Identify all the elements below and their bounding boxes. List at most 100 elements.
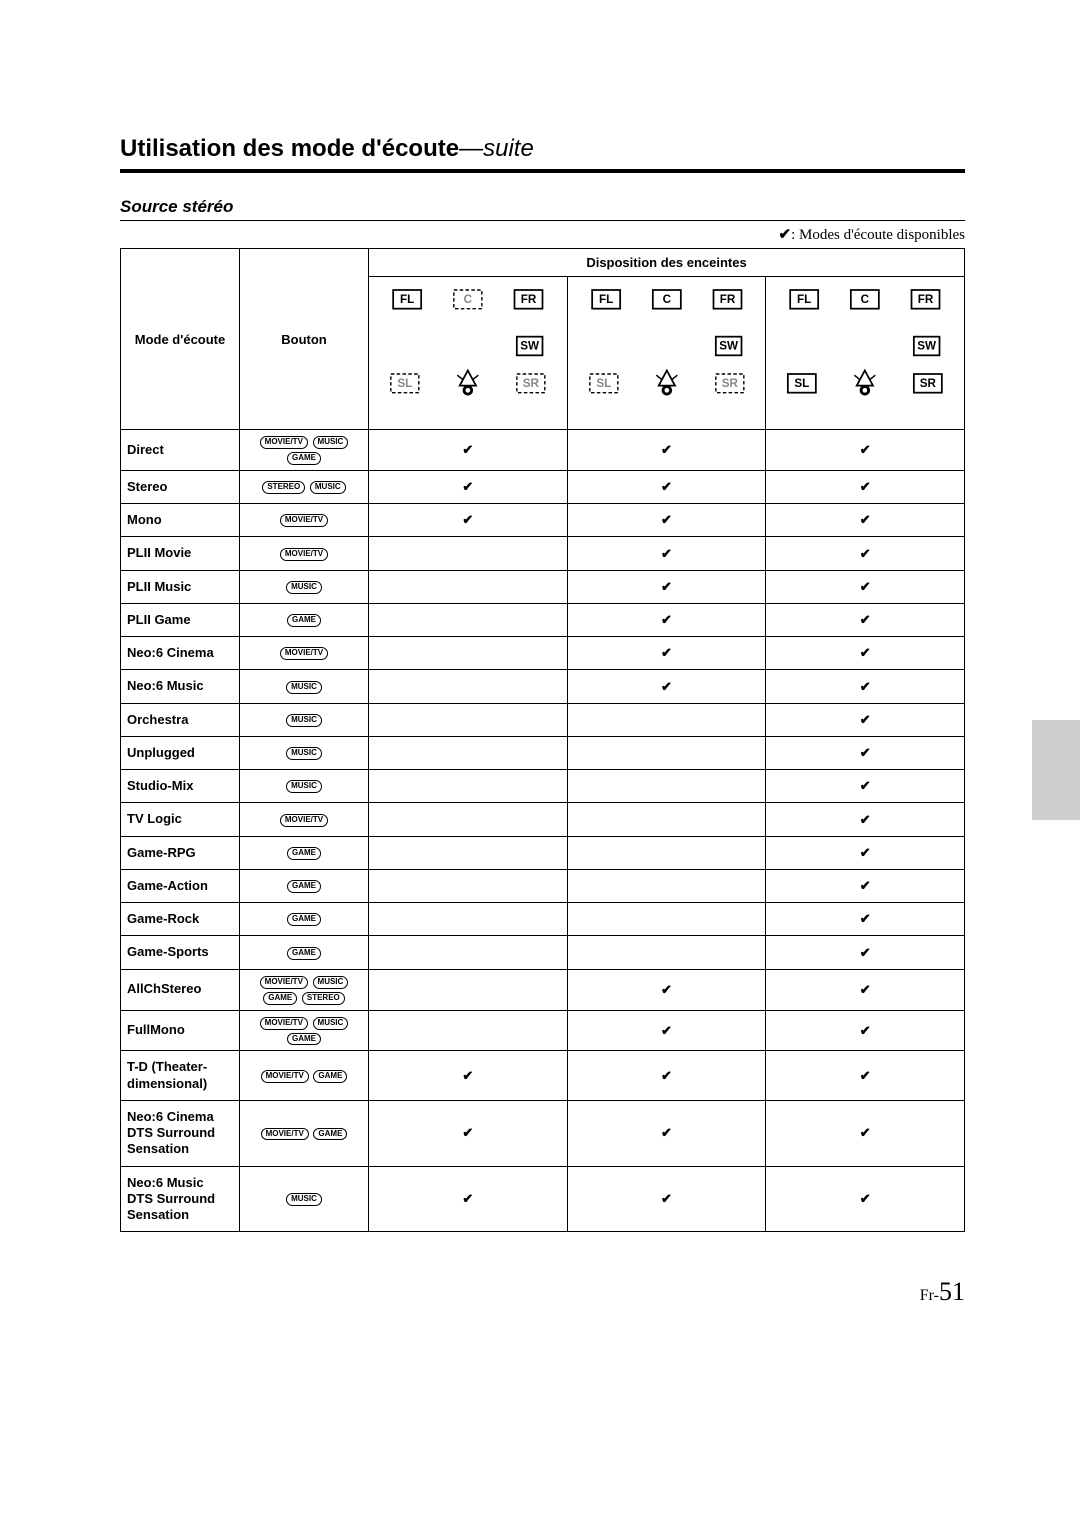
mode-button-pill: STEREO xyxy=(302,992,345,1005)
check-cell: ✔ xyxy=(369,1166,568,1232)
mode-button-pill: MUSIC xyxy=(286,681,322,694)
check-cell: ✔ xyxy=(766,1100,965,1166)
subheading: Source stéréo xyxy=(120,197,965,221)
mode-button-pill: GAME xyxy=(287,614,321,627)
mode-button-pill: MOVIE/TV xyxy=(260,436,308,449)
check-cell xyxy=(567,770,766,803)
mode-button-pill: MOVIE/TV xyxy=(261,1070,309,1083)
button-cell: MUSIC xyxy=(240,736,369,769)
check-cell: ✔ xyxy=(567,1010,766,1051)
table-row: TV LogicMOVIE/TV✔ xyxy=(121,803,965,836)
header-disposition: Disposition des enceintes xyxy=(369,249,965,277)
check-cell xyxy=(369,637,568,670)
mode-button-pill: GAME xyxy=(263,992,297,1005)
header-button: Bouton xyxy=(240,249,369,430)
mode-button-pill: GAME xyxy=(287,947,321,960)
svg-text:SR: SR xyxy=(523,377,540,390)
table-row: PLII GameGAME✔✔ xyxy=(121,603,965,636)
table-row: PLII MusicMUSIC✔✔ xyxy=(121,570,965,603)
mode-button-pill: MUSIC xyxy=(286,780,322,793)
check-cell: ✔ xyxy=(369,1100,568,1166)
mode-name-cell: Orchestra xyxy=(121,703,240,736)
mode-name-cell: Mono xyxy=(121,504,240,537)
mode-button-pill: GAME xyxy=(313,1128,347,1141)
check-cell: ✔ xyxy=(369,1051,568,1101)
mode-name-cell: Neo:6 Music DTS Surround Sensation xyxy=(121,1166,240,1232)
check-cell xyxy=(567,903,766,936)
check-cell: ✔ xyxy=(766,603,965,636)
heading-suffix: —suite xyxy=(459,135,534,162)
check-cell xyxy=(567,869,766,902)
check-cell: ✔ xyxy=(766,736,965,769)
svg-text:SW: SW xyxy=(918,340,937,353)
mode-name-cell: PLII Music xyxy=(121,570,240,603)
mode-name-cell: Stereo xyxy=(121,470,240,503)
button-cell: MUSIC xyxy=(240,770,369,803)
check-cell: ✔ xyxy=(369,504,568,537)
check-cell: ✔ xyxy=(567,1100,766,1166)
button-cell: GAME xyxy=(240,869,369,902)
check-cell: ✔ xyxy=(766,969,965,1010)
table-row: UnpluggedMUSIC✔ xyxy=(121,736,965,769)
check-cell: ✔ xyxy=(766,637,965,670)
check-cell xyxy=(369,869,568,902)
check-cell xyxy=(369,670,568,703)
check-cell xyxy=(567,703,766,736)
button-cell: MOVIE/TV MUSIC GAME STEREO xyxy=(240,969,369,1010)
check-cell: ✔ xyxy=(567,637,766,670)
mode-name-cell: Game-Rock xyxy=(121,903,240,936)
mode-button-pill: GAME xyxy=(287,452,321,465)
table-row: Game-RockGAME✔ xyxy=(121,903,965,936)
button-cell: MOVIE/TV xyxy=(240,803,369,836)
mode-name-cell: Neo:6 Cinema DTS Surround Sensation xyxy=(121,1100,240,1166)
mode-button-pill: MOVIE/TV xyxy=(260,976,308,989)
table-row: T-D (Theater-dimensional)MOVIE/TV GAME✔✔… xyxy=(121,1051,965,1101)
check-cell: ✔ xyxy=(766,703,965,736)
check-cell xyxy=(369,1010,568,1051)
svg-text:SL: SL xyxy=(795,377,810,390)
table-row: Game-ActionGAME✔ xyxy=(121,869,965,902)
check-cell: ✔ xyxy=(369,470,568,503)
check-cell: ✔ xyxy=(369,430,568,471)
svg-text:FR: FR xyxy=(918,293,934,306)
table-row: Neo:6 CinemaMOVIE/TV ✔✔ xyxy=(121,637,965,670)
mode-button-pill: GAME xyxy=(287,913,321,926)
button-cell: MOVIE/TV xyxy=(240,637,369,670)
check-cell: ✔ xyxy=(567,430,766,471)
button-cell: GAME xyxy=(240,936,369,969)
check-cell: ✔ xyxy=(766,504,965,537)
check-cell xyxy=(567,736,766,769)
check-cell xyxy=(369,570,568,603)
mode-name-cell: Game-Sports xyxy=(121,936,240,969)
mode-button-pill: MUSIC xyxy=(310,481,346,494)
svg-text:C: C xyxy=(861,293,870,306)
speaker-layout-icon: FL C FR SW SL SR xyxy=(572,283,762,423)
check-cell: ✔ xyxy=(567,570,766,603)
svg-text:SW: SW xyxy=(520,340,539,353)
legend-check-icon: ✔ xyxy=(778,227,791,243)
svg-text:SR: SR xyxy=(721,377,738,390)
svg-text:C: C xyxy=(662,293,671,306)
check-cell: ✔ xyxy=(567,670,766,703)
button-cell: MUSIC xyxy=(240,570,369,603)
check-cell: ✔ xyxy=(567,470,766,503)
mode-button-pill: GAME xyxy=(287,1033,321,1046)
check-cell: ✔ xyxy=(766,470,965,503)
table-row: Game-RPGGAME✔ xyxy=(121,836,965,869)
button-cell: GAME xyxy=(240,836,369,869)
check-cell: ✔ xyxy=(766,869,965,902)
legend: ✔: Modes d'écoute disponibles xyxy=(120,225,965,244)
button-cell: MUSIC xyxy=(240,670,369,703)
check-cell: ✔ xyxy=(567,1051,766,1101)
check-cell xyxy=(369,537,568,570)
page-number: 51 xyxy=(939,1277,965,1306)
table-row: FullMonoMOVIE/TV MUSIC GAME✔✔ xyxy=(121,1010,965,1051)
page-prefix: Fr- xyxy=(920,1287,939,1304)
section-tab xyxy=(1032,720,1080,820)
mode-name-cell: Game-RPG xyxy=(121,836,240,869)
svg-text:SW: SW xyxy=(719,340,738,353)
page-footer: Fr-51 xyxy=(120,1277,965,1307)
mode-name-cell: Neo:6 Cinema xyxy=(121,637,240,670)
mode-button-pill: MOVIE/TV xyxy=(261,1128,309,1141)
table-row: PLII MovieMOVIE/TV✔✔ xyxy=(121,537,965,570)
